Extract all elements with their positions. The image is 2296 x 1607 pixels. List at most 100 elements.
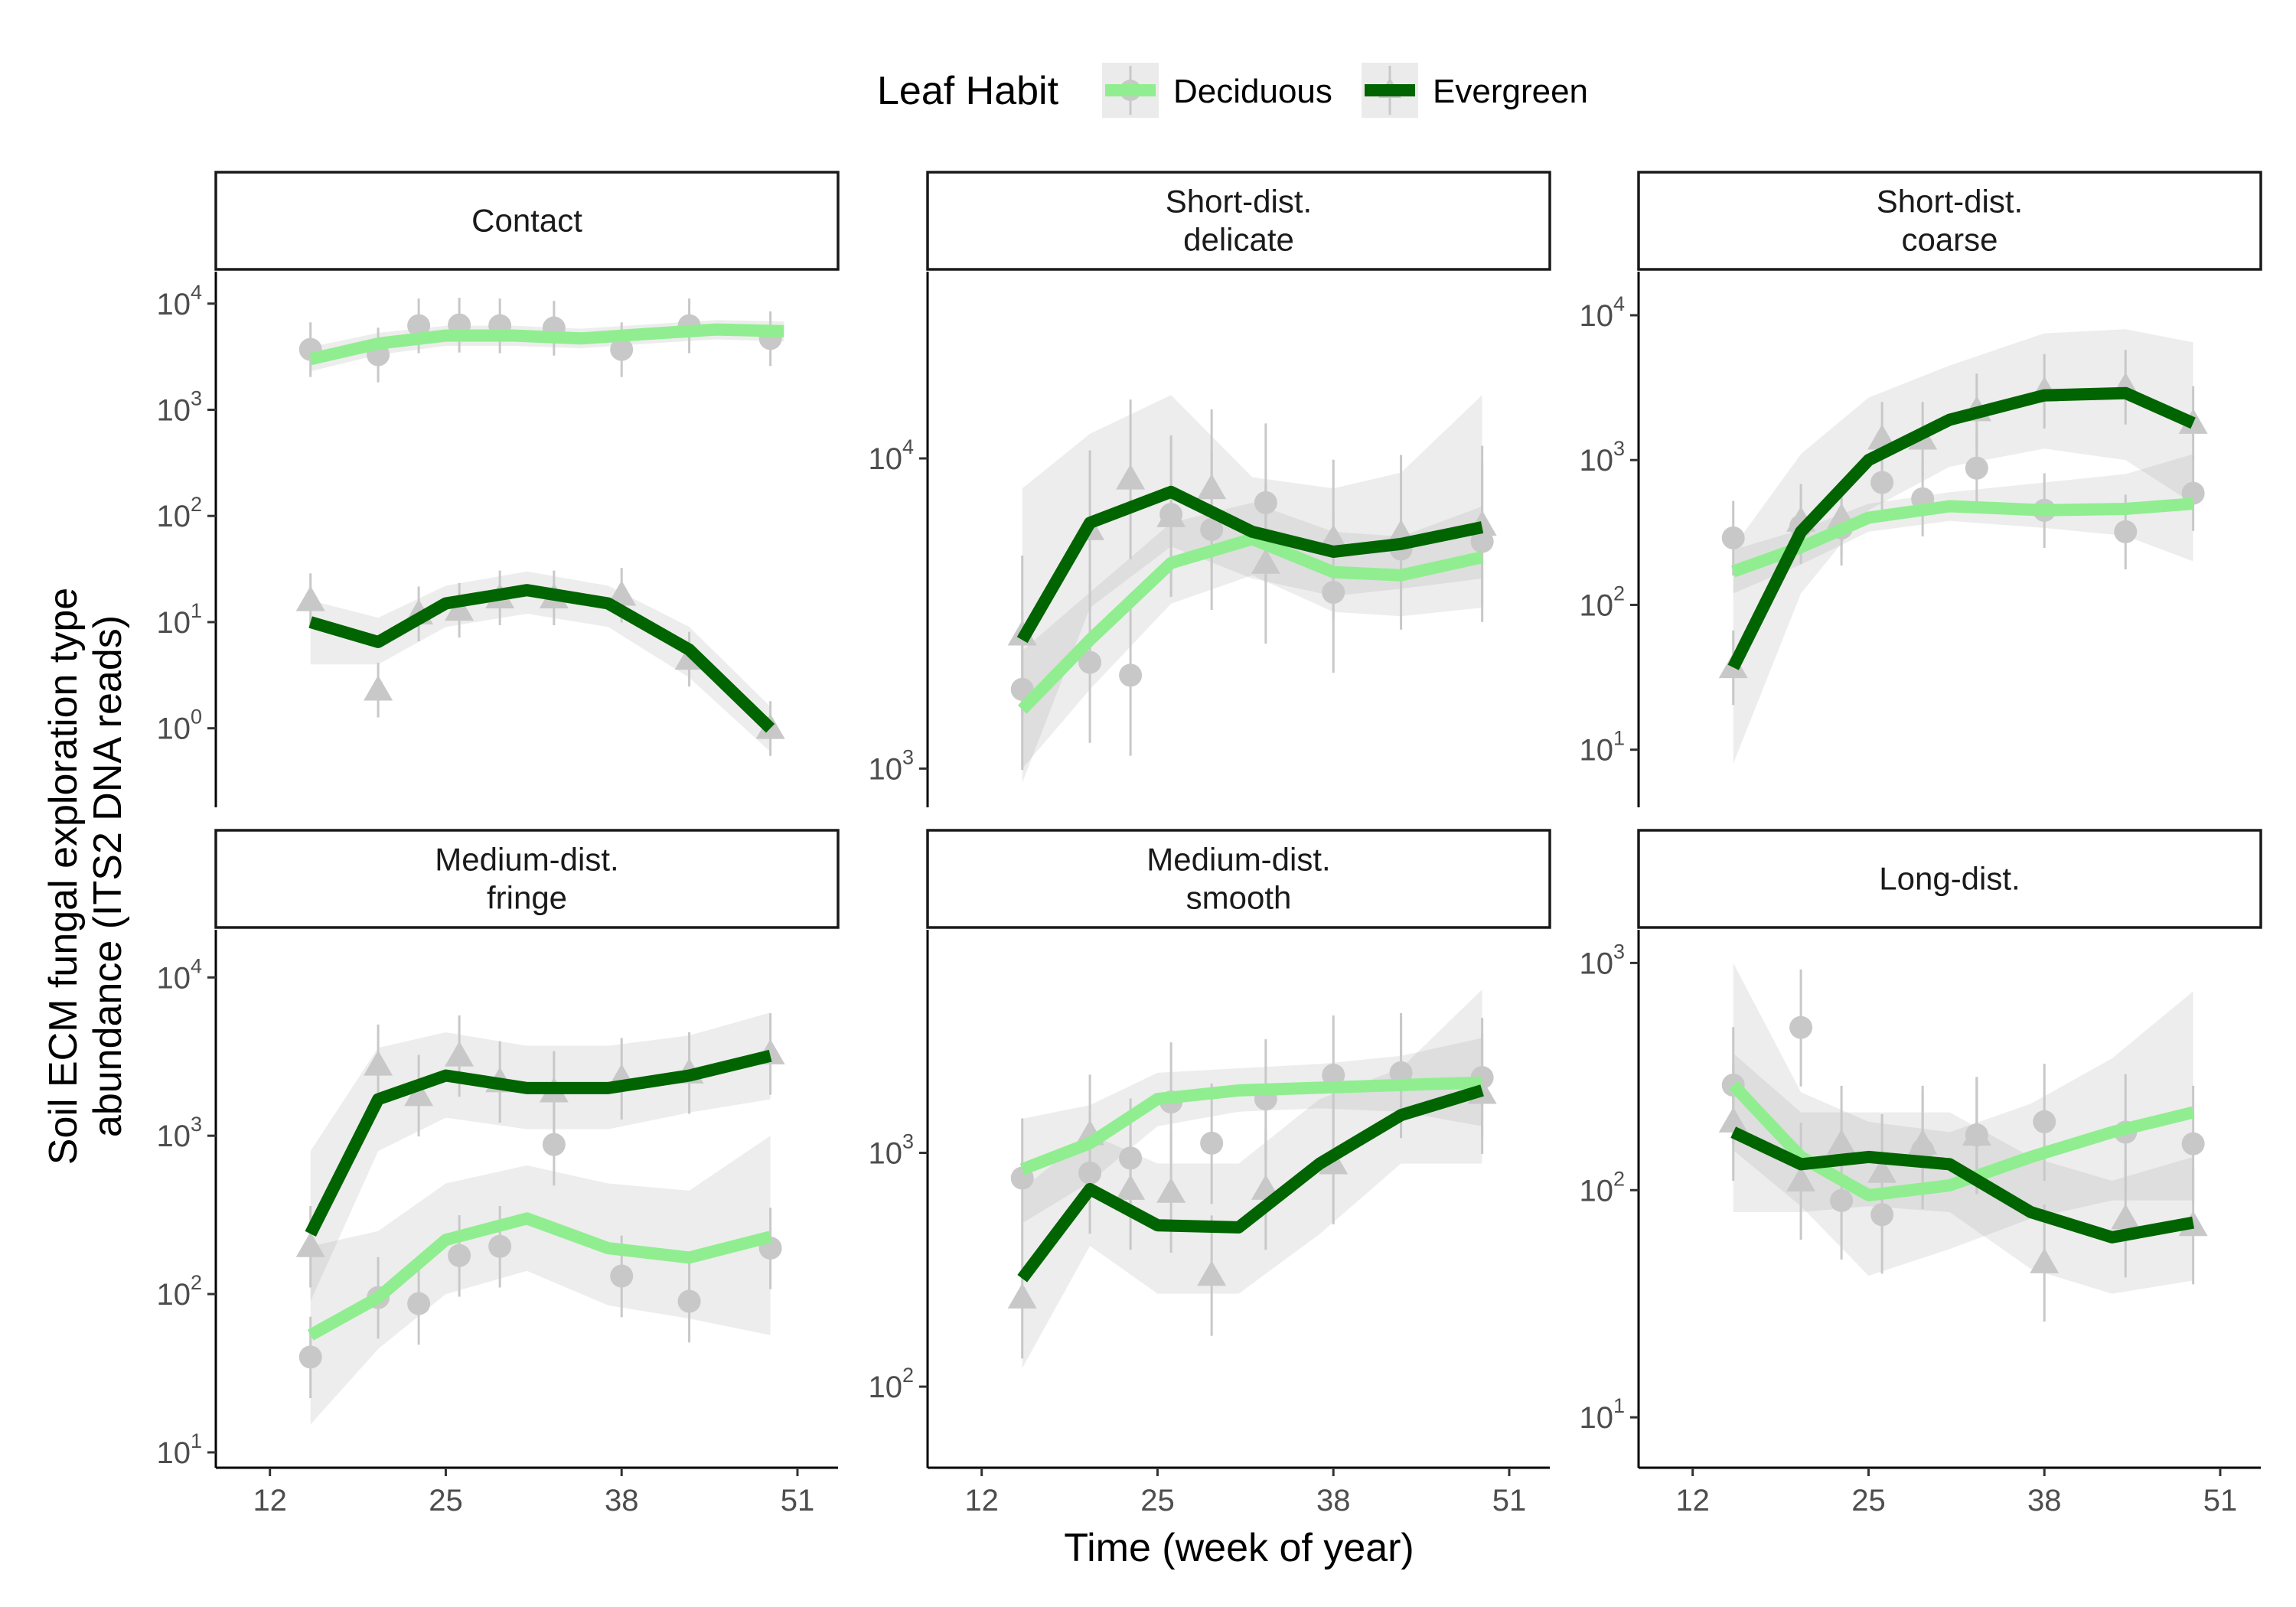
x-tick-label: 12 [1675, 1484, 1710, 1517]
data-point-deciduous [610, 1264, 634, 1288]
x-tick-label: 25 [1851, 1484, 1886, 1517]
legend: Leaf Habit Deciduous Evergreen [877, 63, 1588, 118]
data-point-deciduous [1119, 663, 1143, 687]
y-tick-label: 103 [868, 1130, 914, 1171]
data-point-evergreen [1197, 474, 1227, 500]
series-line-deciduous [1730, 497, 2194, 578]
data-point-evergreen [1908, 1129, 1938, 1155]
data-point-evergreen [1319, 524, 1349, 550]
data-point-evergreen [404, 1081, 434, 1107]
confidence-band-evergreen [1733, 329, 2193, 764]
series-line-evergreen [305, 1049, 772, 1237]
y-tick-label: 104 [1579, 292, 1625, 333]
legend-label: Evergreen [1433, 73, 1588, 110]
series-line-deciduous [307, 1212, 772, 1341]
x-tick-label: 38 [605, 1484, 639, 1517]
y-tick-label: 101 [1579, 727, 1625, 768]
data-point-evergreen [295, 585, 325, 611]
data-point-evergreen [295, 1231, 325, 1257]
legend-label: Deciduous [1173, 73, 1332, 110]
data-point-deciduous [407, 314, 431, 337]
data-point-evergreen [607, 580, 637, 606]
y-tick-label: 101 [156, 599, 202, 640]
panel-short-dist-delicate: Short-dist. delicate 103 104 [868, 171, 1551, 807]
x-tick-label: 12 [253, 1484, 287, 1517]
series-line-evergreen [308, 584, 775, 733]
data-point-deciduous [1721, 526, 1745, 549]
legend-entry-deciduous: Deciduous [1102, 63, 1332, 118]
panel-medium-dist-smooth: Medium-dist. smooth 102 103 12 25 38 51 [868, 829, 1551, 1517]
facet-title: Long-dist. [1879, 861, 2020, 897]
data-point-evergreen [364, 675, 393, 701]
x-tick-label: 51 [1492, 1484, 1527, 1517]
data-point-deciduous [677, 1289, 701, 1313]
data-point-deciduous [1078, 650, 1102, 674]
y-tick-label: 103 [156, 1113, 202, 1153]
facet-title: Short-dist. coarse [1877, 184, 2023, 258]
series-line-evergreen [1730, 1126, 2195, 1244]
facet-strip [1637, 829, 2262, 929]
data-point-evergreen [1007, 1283, 1037, 1309]
data-point-deciduous [2181, 1132, 2205, 1156]
data-point-evergreen [1251, 548, 1280, 574]
facet-title: Short-dist. delicate [1166, 184, 1312, 258]
y-tick-label: 101 [156, 1429, 202, 1470]
y-tick-label: 101 [1579, 1394, 1625, 1435]
panel-long-dist: Long-dist. 101 102 103 12 25 38 51 [1579, 829, 2262, 1517]
y-tick-label: 102 [156, 493, 202, 533]
data-point-deciduous [542, 1133, 566, 1156]
data-point-evergreen [1116, 464, 1146, 490]
data-point-deciduous [1965, 456, 1988, 480]
data-point-deciduous [1870, 471, 1894, 494]
data-point-evergreen [1116, 1174, 1146, 1200]
series-line-deciduous [1019, 1076, 1482, 1175]
y-tick-label: 103 [156, 386, 202, 427]
data-point-evergreen [1718, 1107, 1748, 1133]
confidence-band-deciduous [310, 1136, 771, 1425]
facet-strip [926, 171, 1551, 271]
facet-strip [1637, 171, 2262, 271]
series-line-evergreen [1017, 1084, 1484, 1283]
y-tick-label: 102 [1579, 1167, 1625, 1208]
data-point-evergreen [1156, 501, 1186, 527]
data-point-deciduous [448, 1244, 471, 1267]
data-point-deciduous [1322, 1063, 1345, 1087]
y-tick-label: 100 [156, 706, 202, 746]
y-tick-label: 102 [868, 1364, 914, 1404]
x-tick-label: 25 [1140, 1484, 1175, 1517]
x-tick-label: 25 [429, 1484, 463, 1517]
data-point-evergreen [1156, 1177, 1186, 1203]
data-point-deciduous [610, 337, 634, 361]
x-axis-title: Time (week of year) [1064, 1526, 1414, 1570]
data-point-evergreen [1827, 1129, 1857, 1155]
x-tick-label: 51 [781, 1484, 815, 1517]
series-line-deciduous [308, 323, 784, 366]
series-line-evergreen [1016, 485, 1484, 644]
y-axis-title-line2: abundance (ITS2 DNA reads) [86, 615, 130, 1137]
data-point-deciduous [1200, 1131, 1224, 1155]
panel-contact: Contact 100 101 102 103 104 [156, 171, 840, 807]
facet-title: Medium-dist. smooth [1146, 842, 1330, 916]
data-point-evergreen [1786, 1165, 1816, 1191]
data-point-evergreen [1867, 1157, 1897, 1183]
data-point-evergreen [2030, 1247, 2060, 1273]
y-tick-label: 103 [1579, 940, 1625, 980]
facet-strip [214, 171, 840, 271]
data-point-deciduous [298, 1345, 322, 1369]
facet-strip [214, 829, 840, 929]
y-tick-label: 104 [156, 281, 202, 321]
y-tick-label: 103 [868, 745, 914, 786]
facet-title: Contact [471, 203, 582, 239]
legend-entry-evergreen: Evergreen [1362, 63, 1588, 118]
x-tick-label: 38 [2027, 1484, 2062, 1517]
data-point-deciduous [2033, 1110, 2056, 1133]
series-line-deciduous [1728, 1081, 2195, 1201]
data-point-evergreen [1197, 1260, 1227, 1286]
data-point-deciduous [407, 1292, 431, 1315]
y-tick-label: 104 [156, 954, 202, 995]
x-tick-label: 12 [964, 1484, 999, 1517]
panel-medium-dist-fringe: Medium-dist. fringe 101 102 103 104 12 25 38 51 [156, 829, 840, 1517]
legend-title: Leaf Habit [877, 69, 1059, 113]
data-point-evergreen [364, 1050, 393, 1076]
